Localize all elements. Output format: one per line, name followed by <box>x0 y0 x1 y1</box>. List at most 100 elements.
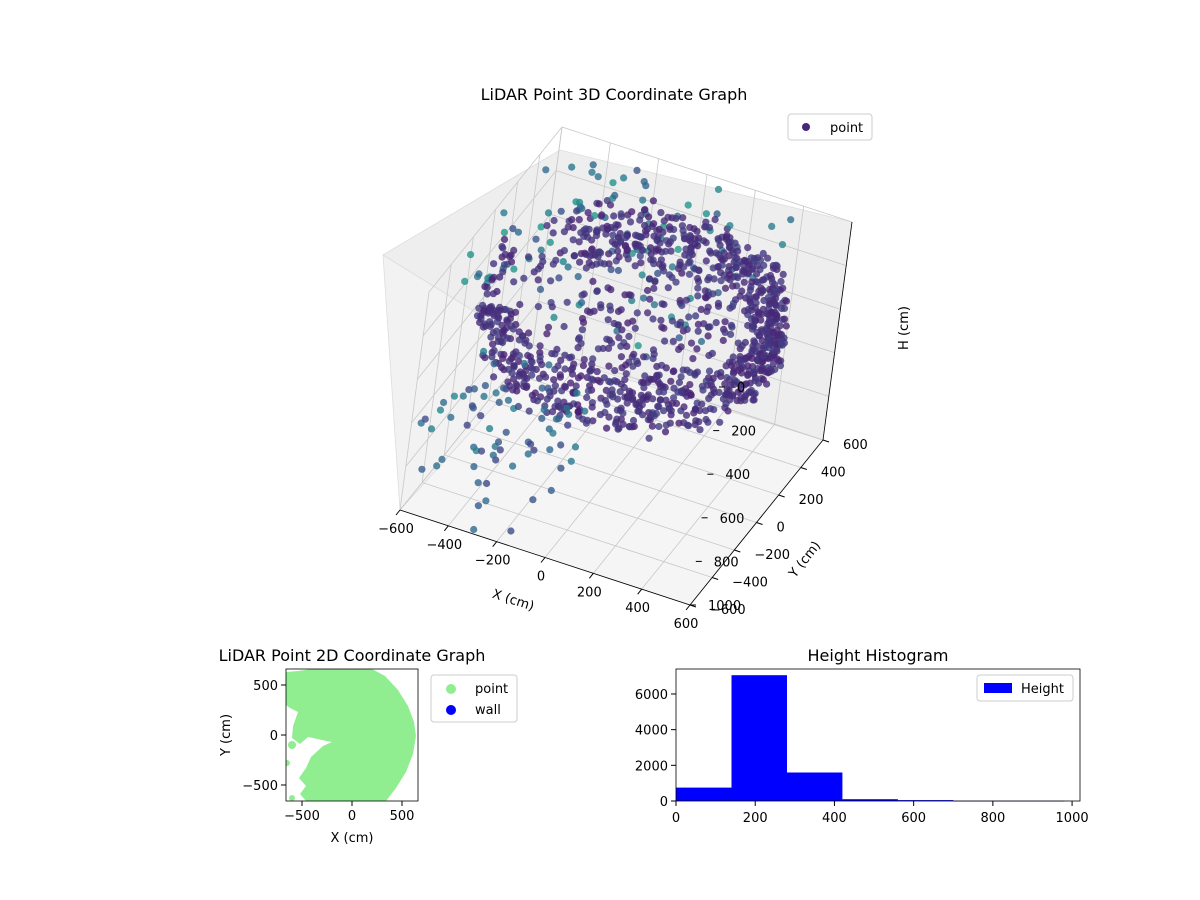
point-3d <box>686 368 694 376</box>
point-3d <box>573 389 581 397</box>
grid-line <box>421 264 452 483</box>
point-3d <box>674 245 682 253</box>
point-3d <box>578 291 586 299</box>
point-3d <box>631 324 639 332</box>
point-3d <box>704 332 712 340</box>
point-3d <box>649 197 658 205</box>
point-3d <box>653 372 661 380</box>
x-tick-label: 200 <box>743 811 768 826</box>
lidar-3d-chart: −600 −400 −200 0 200 400 600 −600 −400 −200 0 200 4… <box>378 85 912 632</box>
point-3d <box>702 210 711 218</box>
point-3d <box>438 455 446 463</box>
point-3d <box>573 207 581 215</box>
point-3d <box>589 355 597 363</box>
point-3d <box>752 293 760 301</box>
point-3d <box>660 267 668 275</box>
point-3d <box>503 334 512 342</box>
point-3d <box>555 415 563 423</box>
point-3d <box>744 305 753 313</box>
point-3d <box>702 257 710 265</box>
point-3d <box>561 382 569 390</box>
point-3d <box>482 497 490 505</box>
point-3d <box>668 317 677 325</box>
point-3d <box>667 377 675 385</box>
point-3d <box>488 353 496 361</box>
point-3d <box>597 394 605 402</box>
point-3d <box>636 242 644 250</box>
point-3d <box>685 270 694 278</box>
x-axis-label-2d: X (cm) <box>331 831 374 846</box>
point-3d <box>583 416 592 424</box>
y-tick-mark <box>778 494 785 498</box>
point-3d <box>550 376 558 384</box>
y-tick-mark <box>712 577 719 580</box>
point-3d <box>748 278 756 286</box>
point-3d <box>608 339 616 347</box>
point-3d <box>672 278 680 286</box>
point-3d <box>483 283 491 291</box>
point-3d <box>492 389 500 397</box>
point-3d <box>647 256 655 264</box>
point-3d <box>564 421 572 429</box>
point-3d <box>577 339 585 347</box>
point-3d <box>660 407 668 415</box>
y-tick-label: 500 <box>253 679 278 694</box>
histogram-bar <box>731 675 787 801</box>
point-3d <box>504 378 512 386</box>
point-3d <box>772 315 780 323</box>
point-3d <box>677 318 685 326</box>
y-tick-label: 0 <box>777 521 785 536</box>
point-3d <box>568 163 576 171</box>
point-3d <box>697 337 706 346</box>
point-3d <box>559 258 567 266</box>
point-3d <box>477 412 485 420</box>
point-3d <box>589 417 597 425</box>
point-3d <box>779 270 787 278</box>
point-3d <box>779 284 787 292</box>
point-3d <box>487 333 495 341</box>
point-3d <box>578 326 587 334</box>
point-3d <box>570 252 578 260</box>
point-3d <box>433 462 441 470</box>
x-tick-label: −500 <box>284 809 320 824</box>
point-3d <box>715 388 723 396</box>
point-3d <box>502 428 510 436</box>
legend-label-point: point <box>475 682 508 697</box>
point-3d <box>649 315 657 323</box>
point-3d <box>732 263 740 272</box>
point-3d <box>751 316 760 324</box>
point-3d <box>616 388 624 396</box>
point-3d <box>730 365 739 373</box>
point-3d <box>702 294 710 302</box>
point-3d <box>664 284 672 292</box>
point-3d <box>734 247 742 255</box>
point-3d <box>487 320 495 328</box>
point-3d <box>768 278 777 286</box>
point-3d <box>630 422 638 430</box>
point-3d <box>666 223 674 231</box>
point-3d <box>490 260 498 268</box>
y-tick-label: 2000 <box>635 759 668 774</box>
histogram-bar <box>842 799 898 801</box>
point-3d <box>525 407 533 415</box>
point-3d <box>481 354 489 362</box>
chart-title-3d: LiDAR Point 3D Coordinate Graph <box>481 85 748 104</box>
x-tick-label: −600 <box>378 522 414 537</box>
point-3d <box>501 250 509 258</box>
point-3d <box>616 238 625 246</box>
point-3d <box>570 360 578 368</box>
point-3d <box>543 330 551 338</box>
point-3d <box>629 362 637 370</box>
point-3d <box>520 359 528 368</box>
point-3d <box>544 384 552 392</box>
point-3d <box>565 410 573 418</box>
point-3d <box>709 385 718 393</box>
y-tick-label: −600 <box>710 603 746 618</box>
point-3d <box>675 265 683 273</box>
point-3d <box>524 450 532 458</box>
point-3d <box>726 271 734 279</box>
point-3d <box>655 403 663 411</box>
point-3d <box>536 353 544 361</box>
point-3d <box>563 298 571 306</box>
point-3d <box>569 236 577 244</box>
